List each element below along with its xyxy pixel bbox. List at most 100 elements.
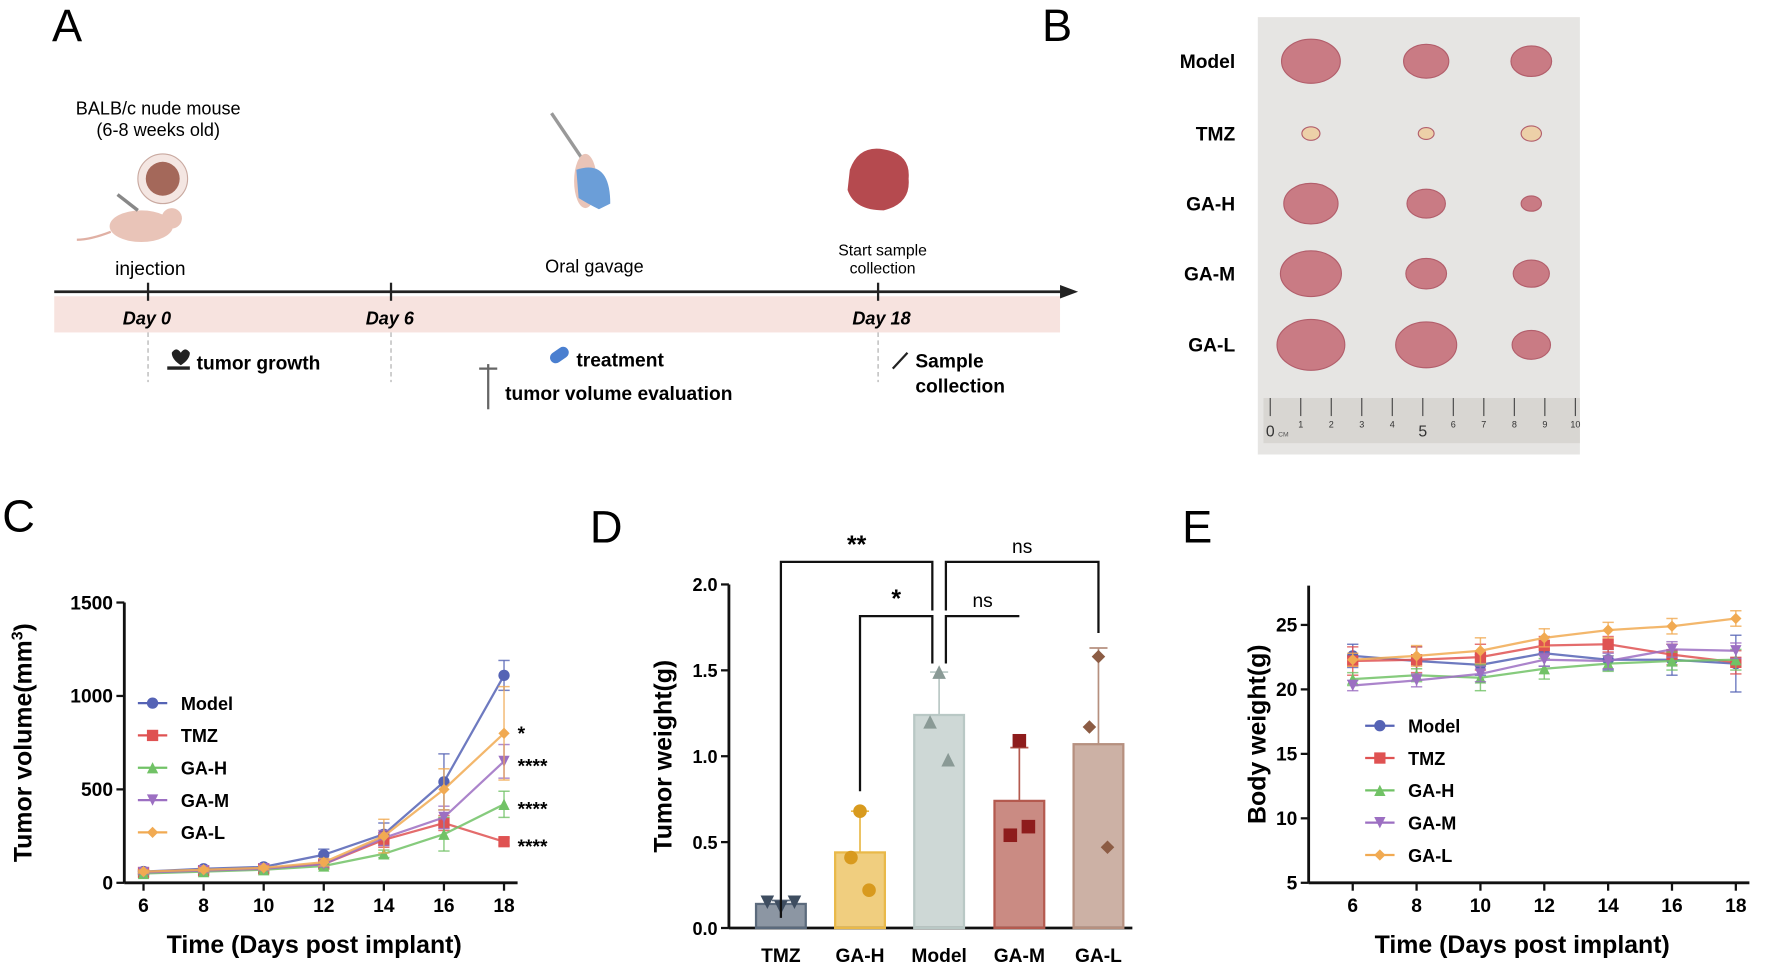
bar bbox=[1072, 743, 1125, 930]
panel-label-d: D bbox=[590, 502, 623, 553]
y-tick-label: 15 bbox=[1276, 745, 1298, 766]
mouse-icon bbox=[76, 153, 189, 243]
photo-row-label: Model bbox=[1180, 52, 1235, 73]
marker-diamond bbox=[1602, 624, 1614, 636]
y-tick-label: 25 bbox=[1276, 616, 1298, 637]
injection-label: injection bbox=[115, 259, 185, 280]
marker-triangle-down bbox=[1538, 654, 1550, 666]
legend: Model TMZ GA-H GA-M GA-L bbox=[137, 694, 233, 843]
x-tick-label: 14 bbox=[373, 896, 395, 917]
caliper-icon bbox=[479, 364, 498, 410]
comparison-bracket: ** bbox=[779, 531, 934, 918]
timeline-arrowhead bbox=[1060, 284, 1079, 299]
marker-triangle-down bbox=[787, 895, 802, 910]
sample-label-1: Sample bbox=[915, 351, 984, 372]
x-tick-label: 6 bbox=[138, 896, 149, 917]
x-tick-label: 10 bbox=[253, 896, 274, 917]
marker-triangle-down bbox=[1474, 668, 1487, 680]
bracket-line bbox=[779, 560, 934, 918]
bar-model bbox=[913, 665, 966, 930]
marker-square bbox=[498, 836, 510, 848]
ruler-number: 5 bbox=[1418, 423, 1427, 440]
ruler-number: 8 bbox=[1512, 419, 1517, 429]
y-axis-title: Tumor volume(mm3) bbox=[10, 623, 38, 862]
oral-gavage-icon bbox=[550, 112, 611, 210]
pill-icon bbox=[550, 346, 569, 364]
treatment-label: treatment bbox=[576, 350, 664, 371]
marker-diamond bbox=[438, 783, 450, 796]
x-tick-label: 8 bbox=[198, 896, 209, 917]
ruler-number: 7 bbox=[1481, 419, 1486, 429]
y-tick-label: 10 bbox=[1276, 809, 1297, 830]
marker-diamond bbox=[1374, 849, 1386, 861]
tumor-volume-chart: 0 500 1000 1500 6 8 10 12 14 16 18 Time (Days post … bbox=[10, 593, 548, 959]
ruler-number: 4 bbox=[1390, 419, 1395, 429]
marker-diamond bbox=[258, 862, 270, 874]
significance-label: * bbox=[891, 585, 901, 613]
marker-circle bbox=[318, 849, 330, 861]
photo-row-label: GA-M bbox=[1184, 264, 1235, 285]
marker-triangle-down bbox=[1666, 643, 1678, 656]
sample-label-2: collection bbox=[915, 376, 1005, 397]
marker-triangle-down bbox=[438, 811, 450, 824]
tumor-sample bbox=[1301, 126, 1321, 141]
heart-hand-icon bbox=[167, 349, 190, 370]
significance-label: **** bbox=[518, 837, 548, 858]
bracket-line bbox=[944, 560, 1100, 634]
y-axis-title: Tumor weight(g) bbox=[649, 660, 677, 853]
marker-circle bbox=[498, 669, 510, 682]
marker-diamond bbox=[1091, 649, 1106, 664]
y-tick-label: 1000 bbox=[70, 687, 113, 708]
x-tick-label: GA-M bbox=[994, 946, 1045, 967]
photo-row-label: GA-H bbox=[1186, 194, 1235, 215]
marker-diamond bbox=[498, 727, 510, 739]
marker-triangle-up bbox=[146, 762, 159, 774]
marker-diamond bbox=[146, 826, 159, 839]
marker-triangle-up bbox=[1538, 663, 1550, 675]
marker-circle bbox=[844, 850, 858, 865]
day-18-label: Day 18 bbox=[852, 309, 911, 329]
legend-label: TMZ bbox=[181, 726, 218, 746]
y-tick-label: 500 bbox=[81, 780, 113, 801]
significance-label: * bbox=[518, 724, 526, 745]
significance-label: **** bbox=[518, 757, 548, 778]
marker-square bbox=[1374, 752, 1386, 764]
panel-label-c: C bbox=[2, 490, 35, 541]
y-axis-title: Body weight(g) bbox=[1244, 644, 1272, 824]
x-tick-label: Model bbox=[911, 946, 966, 967]
oral-gavage-label: Oral gavage bbox=[545, 257, 643, 277]
marker-diamond bbox=[1538, 632, 1550, 644]
start-sample-label-2: collection bbox=[850, 261, 916, 278]
x-axis-title: Time (Days post implant) bbox=[1375, 931, 1670, 959]
x-axis-title: Time (Days post implant) bbox=[167, 931, 462, 959]
marker-diamond bbox=[197, 864, 210, 876]
marker-diamond bbox=[318, 856, 330, 868]
tumor-sample bbox=[1511, 329, 1552, 360]
legend-label: Model bbox=[1408, 716, 1460, 736]
tumor-sample bbox=[1280, 38, 1341, 84]
x-tick-label: 12 bbox=[1534, 896, 1555, 917]
marker-circle bbox=[862, 883, 876, 897]
photo-row-label: GA-L bbox=[1188, 336, 1235, 357]
marker-square bbox=[1012, 733, 1027, 748]
x-tick-label: 14 bbox=[1597, 896, 1619, 917]
tumor-growth-label: tumor growth bbox=[197, 354, 321, 375]
ruler bbox=[1263, 397, 1580, 444]
timeline-band bbox=[54, 296, 1061, 333]
marker-square bbox=[146, 729, 159, 742]
marker-diamond bbox=[1347, 654, 1359, 666]
marker-triangle-up bbox=[923, 715, 937, 729]
legend-label: GA-L bbox=[181, 823, 225, 843]
x-tick-label: GA-L bbox=[1075, 946, 1122, 967]
marker-diamond bbox=[1730, 612, 1742, 625]
photo-row-label: TMZ bbox=[1196, 124, 1236, 145]
marker-square bbox=[1021, 819, 1036, 834]
marker-triangle-up bbox=[1730, 654, 1742, 666]
tumor-sample bbox=[1417, 127, 1435, 141]
marker-triangle-up bbox=[941, 752, 955, 767]
ruler-number: 3 bbox=[1359, 419, 1364, 429]
y-tick-label: 20 bbox=[1276, 680, 1297, 701]
marker-triangle-down bbox=[1374, 817, 1386, 829]
ruler-number: 0 bbox=[1266, 423, 1275, 440]
